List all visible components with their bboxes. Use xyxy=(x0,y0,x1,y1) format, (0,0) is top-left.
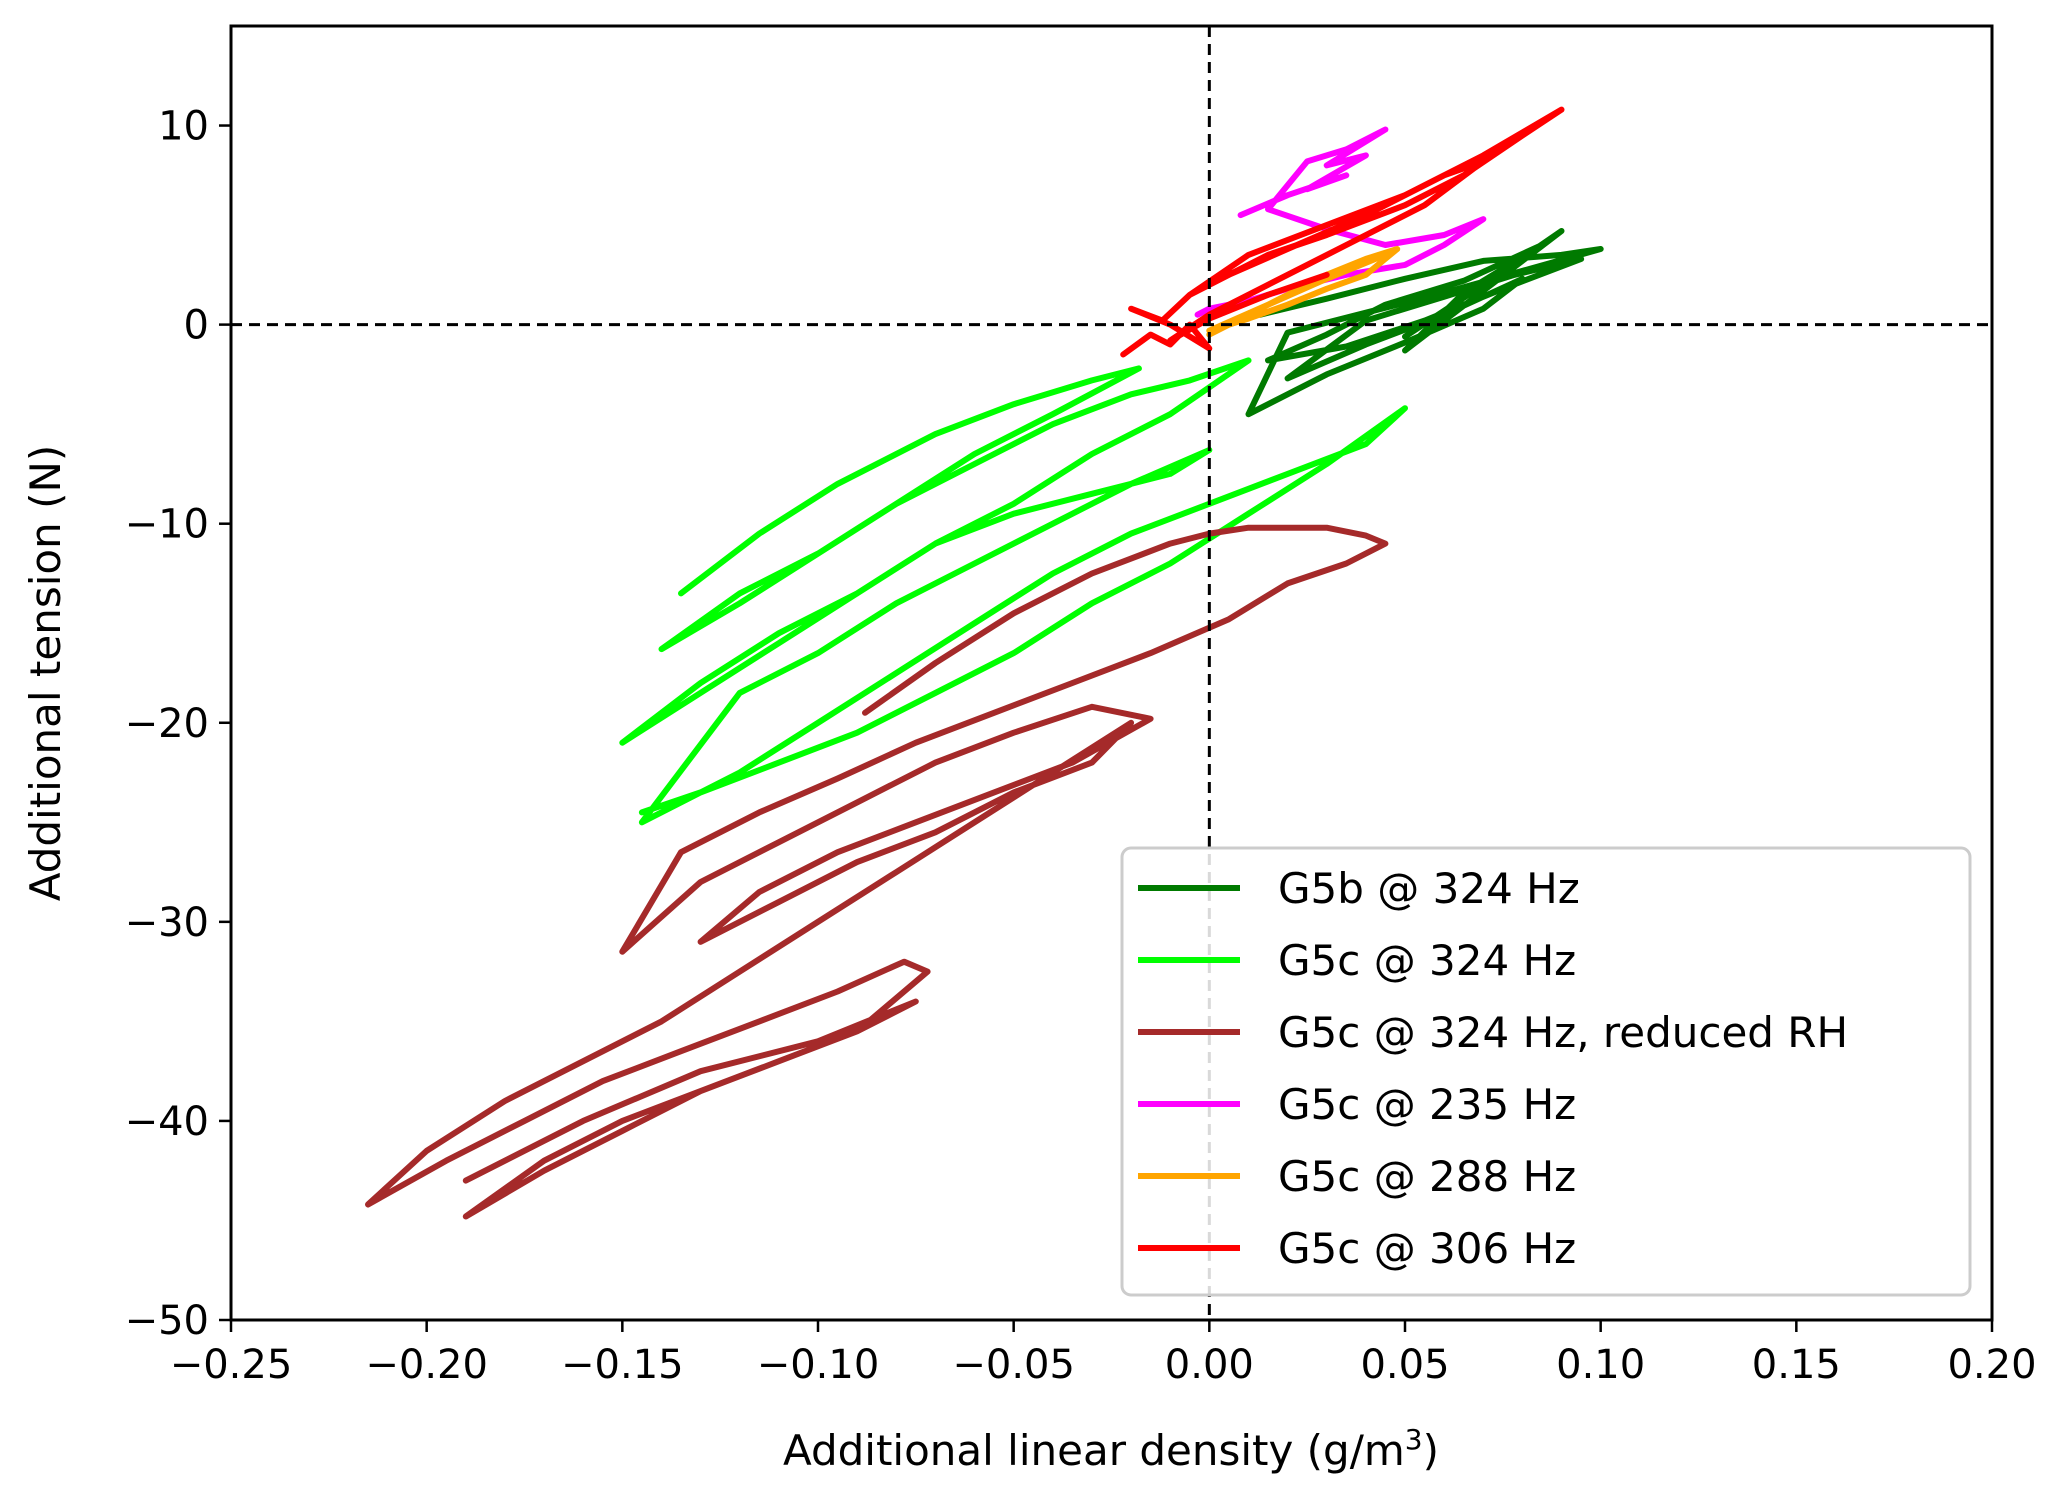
y-axis-label: Additional tension (N) xyxy=(21,445,70,902)
x-tick-label: −0.05 xyxy=(952,1342,1075,1388)
y-tick-label: −40 xyxy=(125,1099,209,1145)
x-tick-label: 0.20 xyxy=(1947,1342,2036,1388)
x-tick-label: 0.05 xyxy=(1360,1342,1449,1388)
x-tick-label: 0.00 xyxy=(1165,1342,1254,1388)
series-line-6 xyxy=(1120,106,1565,358)
legend-label-3: G5c @ 324 Hz, reduced RH xyxy=(1278,1008,1848,1057)
legend: G5b @ 324 Hz G5c @ 324 Hz G5c @ 324 Hz, re… xyxy=(1120,846,1972,1297)
series-layer xyxy=(365,106,1604,1220)
x-tick-label: 0.10 xyxy=(1556,1342,1645,1388)
series-line-3 xyxy=(365,524,1389,1220)
legend-label-4: G5c @ 235 Hz xyxy=(1278,1080,1576,1129)
x-tick-label: −0.20 xyxy=(365,1342,488,1388)
x-tick-label: 0.15 xyxy=(1752,1342,1841,1388)
y-tick-label: −30 xyxy=(125,900,209,946)
legend-label-2: G5c @ 324 Hz xyxy=(1278,936,1576,985)
series-line-1 xyxy=(1245,228,1604,418)
series-line-5 xyxy=(1206,246,1401,338)
legend-label-6: G5c @ 306 Hz xyxy=(1278,1224,1576,1273)
x-tick-label: −0.10 xyxy=(757,1342,880,1388)
y-tick-label: −20 xyxy=(125,701,209,747)
series-line-2 xyxy=(619,357,1408,826)
plot-frame xyxy=(229,24,1994,1322)
x-tick-label: −0.15 xyxy=(561,1342,684,1388)
y-tick-label: 10 xyxy=(158,104,209,150)
y-tick-label: −50 xyxy=(125,1298,209,1344)
legend-items: G5b @ 324 Hz G5c @ 324 Hz G5c @ 324 Hz, re… xyxy=(1138,864,1848,1273)
y-axis-ticks: −50 −40 −30 −20 −10 0 10 xyxy=(125,104,231,1344)
y-tick-label: −10 xyxy=(125,502,209,548)
x-axis-label: Additional linear density (g/m3) xyxy=(783,1423,1439,1475)
x-axis-ticks: −0.25 −0.20 −0.15 −0.10 −0.05 0.00 0.05 0.10 0.1… xyxy=(170,1320,2037,1388)
legend-label-1: G5b @ 324 Hz xyxy=(1278,864,1580,913)
reference-lines xyxy=(231,26,1992,1320)
legend-label-5: G5c @ 288 Hz xyxy=(1278,1152,1576,1201)
x-tick-label: −0.25 xyxy=(170,1342,293,1388)
y-tick-label: 0 xyxy=(184,303,209,349)
legend-frame xyxy=(1120,846,1972,1297)
